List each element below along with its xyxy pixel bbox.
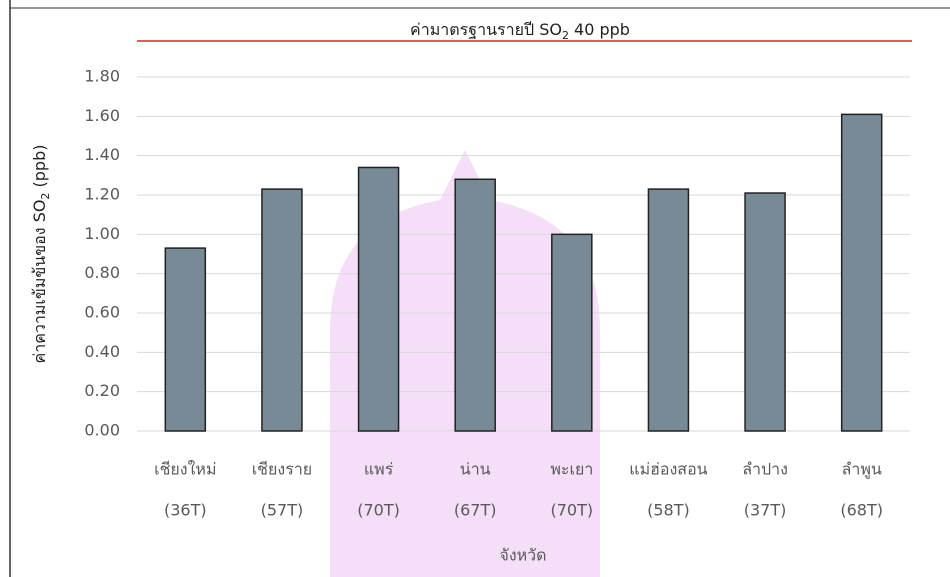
bar [840, 113, 883, 432]
x-tick-code: (57T) [261, 501, 304, 520]
bar [647, 188, 690, 432]
y-axis-label: ค่าความเข้มข้นของ SO2 (ppb) [30, 145, 53, 364]
x-tick-code: (67T) [454, 501, 497, 520]
y-tick-label: 1.20 [84, 185, 120, 204]
bar [551, 233, 593, 432]
y-tick-label: 1.60 [84, 106, 120, 125]
y-label-suffix: (ppb) [30, 145, 49, 193]
bar [357, 166, 400, 432]
x-tick-label: แพร่ [364, 460, 394, 479]
annotation-text: ค่ามาตรฐานรายปี SO [410, 20, 562, 39]
x-tick-label: ลำพูน [842, 460, 882, 480]
y-tick-label: 0.20 [84, 381, 120, 400]
x-tick-code: (70T) [357, 501, 400, 520]
x-tick-code: (36T) [164, 501, 207, 520]
x-tick-label: น่าน [460, 460, 491, 479]
x-tick-label: เชียงราย [252, 460, 312, 479]
y-tick-label: 0.60 [84, 303, 120, 322]
x-tick-label: พะเยา [550, 460, 593, 479]
x-tick-code: (68T) [840, 501, 883, 520]
x-tick-code: (58T) [647, 501, 690, 520]
x-tick-label: แม่ฮ่องสอน [629, 460, 707, 479]
y-tick-label: 0.00 [84, 421, 120, 440]
bar [744, 192, 786, 432]
y-label-text: ค่าความเข้มข้นของ SO [30, 200, 49, 364]
bar [164, 247, 207, 432]
y-label-subscript: 2 [39, 193, 52, 200]
x-tick-label: เชียงใหม่ [154, 460, 216, 479]
y-tick-label: 1.80 [84, 67, 120, 86]
x-tick-code: (37T) [744, 501, 787, 520]
y-tick-label: 0.80 [84, 263, 120, 282]
x-axis-label: จังหวัด [499, 546, 546, 565]
x-tick-code: (70T) [551, 501, 594, 520]
bar [261, 188, 303, 432]
y-tick-label: 0.40 [84, 342, 120, 361]
x-tick-label: ลำปาง [742, 460, 788, 479]
y-tick-label: 1.40 [84, 145, 120, 164]
bar [454, 178, 496, 432]
annotation: ค่ามาตรฐานรายปี SO2 40 ppb [410, 20, 630, 43]
annotation-subscript: 2 [562, 29, 569, 42]
annotation-suffix: 40 ppb [569, 20, 630, 39]
y-tick-label: 1.00 [84, 224, 120, 243]
